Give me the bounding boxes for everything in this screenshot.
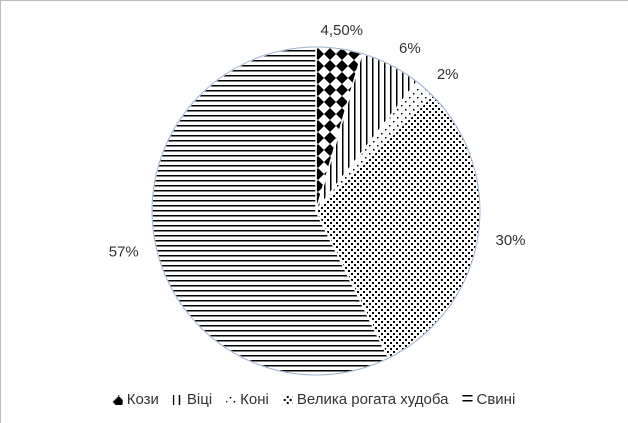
legend-label: Свині [476, 391, 515, 408]
legend-label: Кози [127, 391, 159, 408]
legend: Кози Віці Коні Велика рогата худоба Свині [112, 391, 515, 408]
legend-swatch [282, 395, 293, 405]
legend-swatch [226, 395, 237, 405]
data-label: 4,50% [320, 22, 363, 39]
legend-label: Коні [240, 391, 269, 408]
legend-label: Віці [187, 391, 212, 408]
data-label: 57% [109, 243, 139, 260]
data-label: 6% [399, 40, 421, 57]
legend-swatch [462, 395, 473, 405]
data-label: 2% [437, 66, 459, 83]
legend-swatch [172, 395, 183, 405]
legend-swatch [112, 395, 123, 405]
data-label: 30% [496, 232, 526, 249]
legend-label: Велика рогата худоба [297, 391, 449, 408]
pie-outline [151, 46, 481, 376]
